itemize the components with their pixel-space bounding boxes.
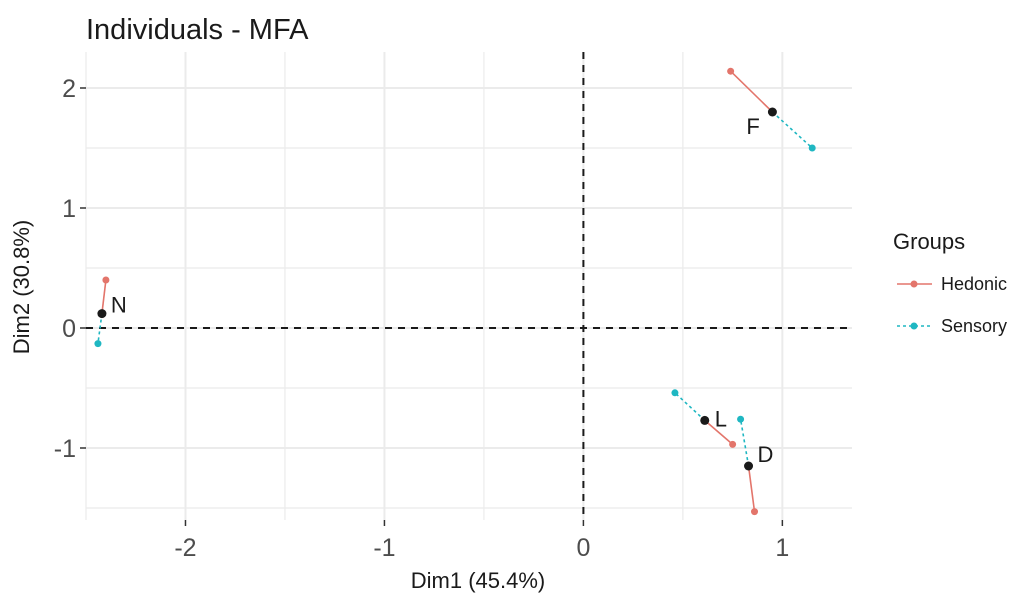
y-tick-label: 1	[62, 195, 76, 223]
x-tick-label: 1	[775, 534, 789, 562]
individual-point	[744, 461, 754, 471]
y-axis-title: Dim2 (30.8%)	[9, 220, 34, 354]
series-layer	[94, 67, 816, 516]
series-segment-sensory	[674, 392, 706, 421]
legend-label-sensory: Sensory	[941, 316, 1007, 336]
individual-point	[767, 107, 777, 117]
partial-point-hedonic	[751, 508, 759, 516]
individual-point	[700, 415, 710, 425]
legend-marker-hedonic	[910, 280, 918, 288]
series-segment-sensory	[771, 111, 813, 149]
individual-label: L	[715, 406, 727, 431]
individual-point	[97, 309, 107, 319]
x-tick-label: -1	[373, 534, 395, 562]
series-segment-sensory	[739, 419, 750, 467]
x-tick-label: -2	[174, 534, 196, 562]
chart-title: Individuals - MFA	[86, 14, 309, 46]
reference-lines	[86, 52, 852, 520]
individual-label: F	[746, 114, 759, 139]
partial-point-sensory	[737, 415, 745, 423]
series-segment-sensory	[97, 313, 103, 344]
partial-point-sensory	[808, 144, 816, 152]
legend-title: Groups	[893, 229, 965, 254]
y-tick-label: -1	[54, 435, 76, 463]
series-segment-hedonic	[101, 279, 107, 314]
grid	[85, 52, 852, 520]
legend: Groups Hedonic Sensory	[893, 229, 1007, 336]
individual-label: D	[758, 442, 774, 467]
individual-label: N	[111, 293, 127, 318]
x-tick-label: 0	[576, 534, 590, 562]
legend-label-hedonic: Hedonic	[941, 274, 1007, 294]
x-axis-title: Dim1 (45.4%)	[411, 568, 545, 593]
individual-points: F N L D	[97, 107, 777, 471]
partial-point-hedonic	[727, 67, 735, 75]
legend-marker-sensory	[910, 322, 918, 330]
series-segment-hedonic	[704, 419, 734, 446]
y-tick-label: 2	[62, 75, 76, 103]
series-segment-hedonic	[730, 70, 773, 113]
series-segment-hedonic	[747, 465, 756, 512]
axes: -2 -1 0 1 -1 0 1 2	[54, 75, 790, 562]
legend-entries: Hedonic Sensory	[897, 274, 1007, 336]
partial-point-hedonic	[102, 276, 110, 284]
partial-point-hedonic	[729, 440, 737, 448]
y-tick-label: 0	[62, 315, 76, 343]
partial-point-sensory	[671, 389, 679, 397]
partial-point-sensory	[94, 340, 102, 348]
